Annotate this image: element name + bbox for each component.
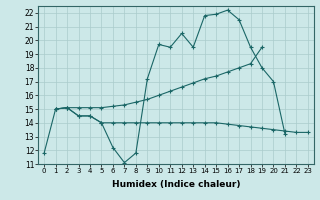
X-axis label: Humidex (Indice chaleur): Humidex (Indice chaleur): [112, 180, 240, 189]
